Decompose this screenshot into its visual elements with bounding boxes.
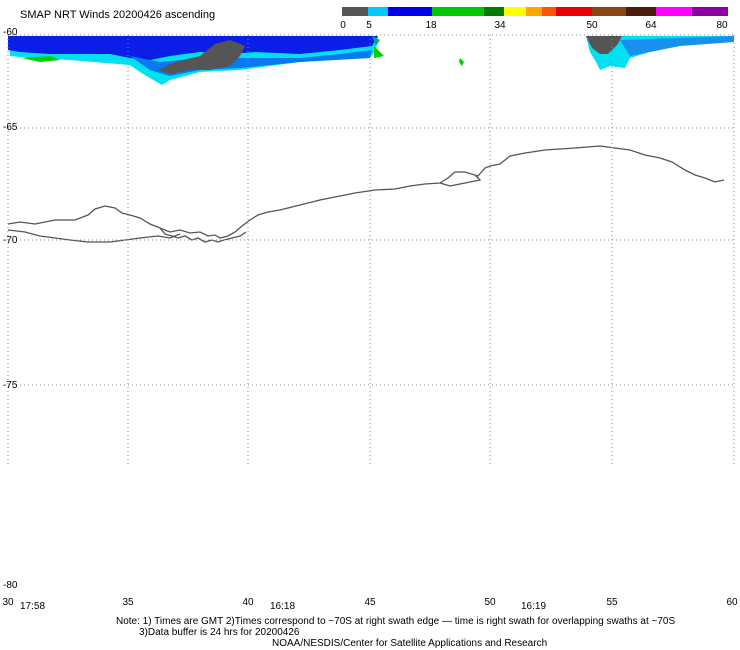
colorbar-seg-9 <box>592 7 626 16</box>
colorbar-seg-11 <box>656 7 692 16</box>
colorbar <box>342 7 728 16</box>
swath-left-green <box>22 56 60 62</box>
swath-edge-teal <box>372 36 380 46</box>
lat-label-80: -80 <box>3 580 18 591</box>
coastline <box>7 145 725 243</box>
time-label-1: 17:58 <box>20 601 46 612</box>
note-line-3: NOAA/NESDIS/Center for Satellite Applica… <box>272 638 548 649</box>
colorbar-tick-50: 50 <box>586 20 598 31</box>
colorbar-tick-18: 18 <box>425 20 437 31</box>
colorbar-seg-4 <box>484 7 504 16</box>
time-label-2: 16:18 <box>270 601 296 612</box>
lon-label-30: 30 <box>2 597 14 608</box>
map-title: SMAP NRT Winds 20200426 ascending <box>20 9 216 21</box>
lat-label-75: -75 <box>3 380 18 391</box>
lat-label-70: -70 <box>3 235 18 246</box>
note-line-1: Note: 1) Times are GMT 2)Times correspon… <box>116 616 676 627</box>
time-label-3: 16:19 <box>521 601 547 612</box>
colorbar-tick-5: 5 <box>366 20 372 31</box>
colorbar-seg-5 <box>504 7 526 16</box>
swath-edge-green <box>374 46 384 58</box>
lon-label-60: 60 <box>726 597 738 608</box>
colorbar-tick-34: 34 <box>494 20 506 31</box>
lon-label-55: 55 <box>606 597 618 608</box>
swath-left-blue <box>8 36 378 60</box>
graticule <box>7 34 735 465</box>
colorbar-seg-0 <box>342 7 368 16</box>
colorbar-tick-0: 0 <box>340 20 346 31</box>
colorbar-seg-10 <box>626 7 656 16</box>
lon-label-35: 35 <box>122 597 134 608</box>
colorbar-seg-6 <box>526 7 542 16</box>
colorbar-seg-7 <box>542 7 556 16</box>
note-line-2: 3)Data buffer is 24 hrs for 20200426 <box>139 627 300 638</box>
colorbar-seg-2 <box>388 7 432 16</box>
swath-left-land <box>158 40 245 74</box>
colorbar-seg-12 <box>692 7 728 16</box>
colorbar-tick-64: 64 <box>645 20 657 31</box>
swath-right-midblue <box>620 36 734 56</box>
swath-right-land <box>586 36 622 54</box>
colorbar-seg-3 <box>432 7 484 16</box>
colorbar-tick-80: 80 <box>716 20 728 31</box>
colorbar-seg-1 <box>368 7 388 16</box>
lon-label-40: 40 <box>242 597 254 608</box>
lon-label-45: 45 <box>364 597 376 608</box>
swath-dot-green <box>459 58 464 66</box>
lat-label-60: -60 <box>3 27 18 38</box>
lat-label-65: -65 <box>3 122 18 133</box>
lon-label-50: 50 <box>484 597 496 608</box>
colorbar-seg-8 <box>556 7 592 16</box>
wind-swaths <box>8 36 734 85</box>
